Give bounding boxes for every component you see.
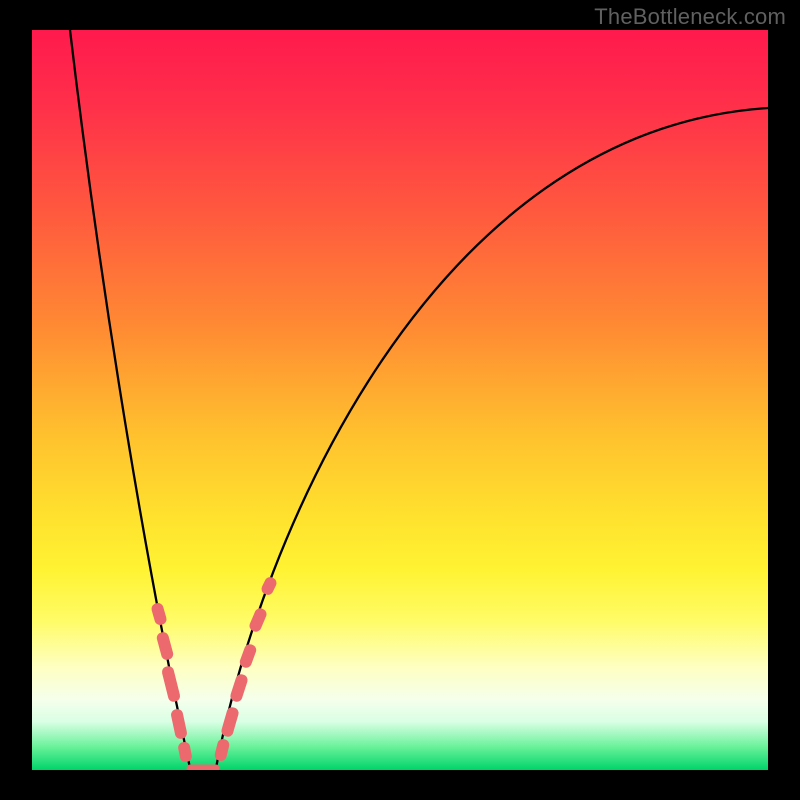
chart-stage: TheBottleneck.com xyxy=(0,0,800,800)
plot-background xyxy=(32,30,768,770)
watermark-text: TheBottleneck.com xyxy=(594,4,786,30)
chart-svg xyxy=(0,0,800,800)
